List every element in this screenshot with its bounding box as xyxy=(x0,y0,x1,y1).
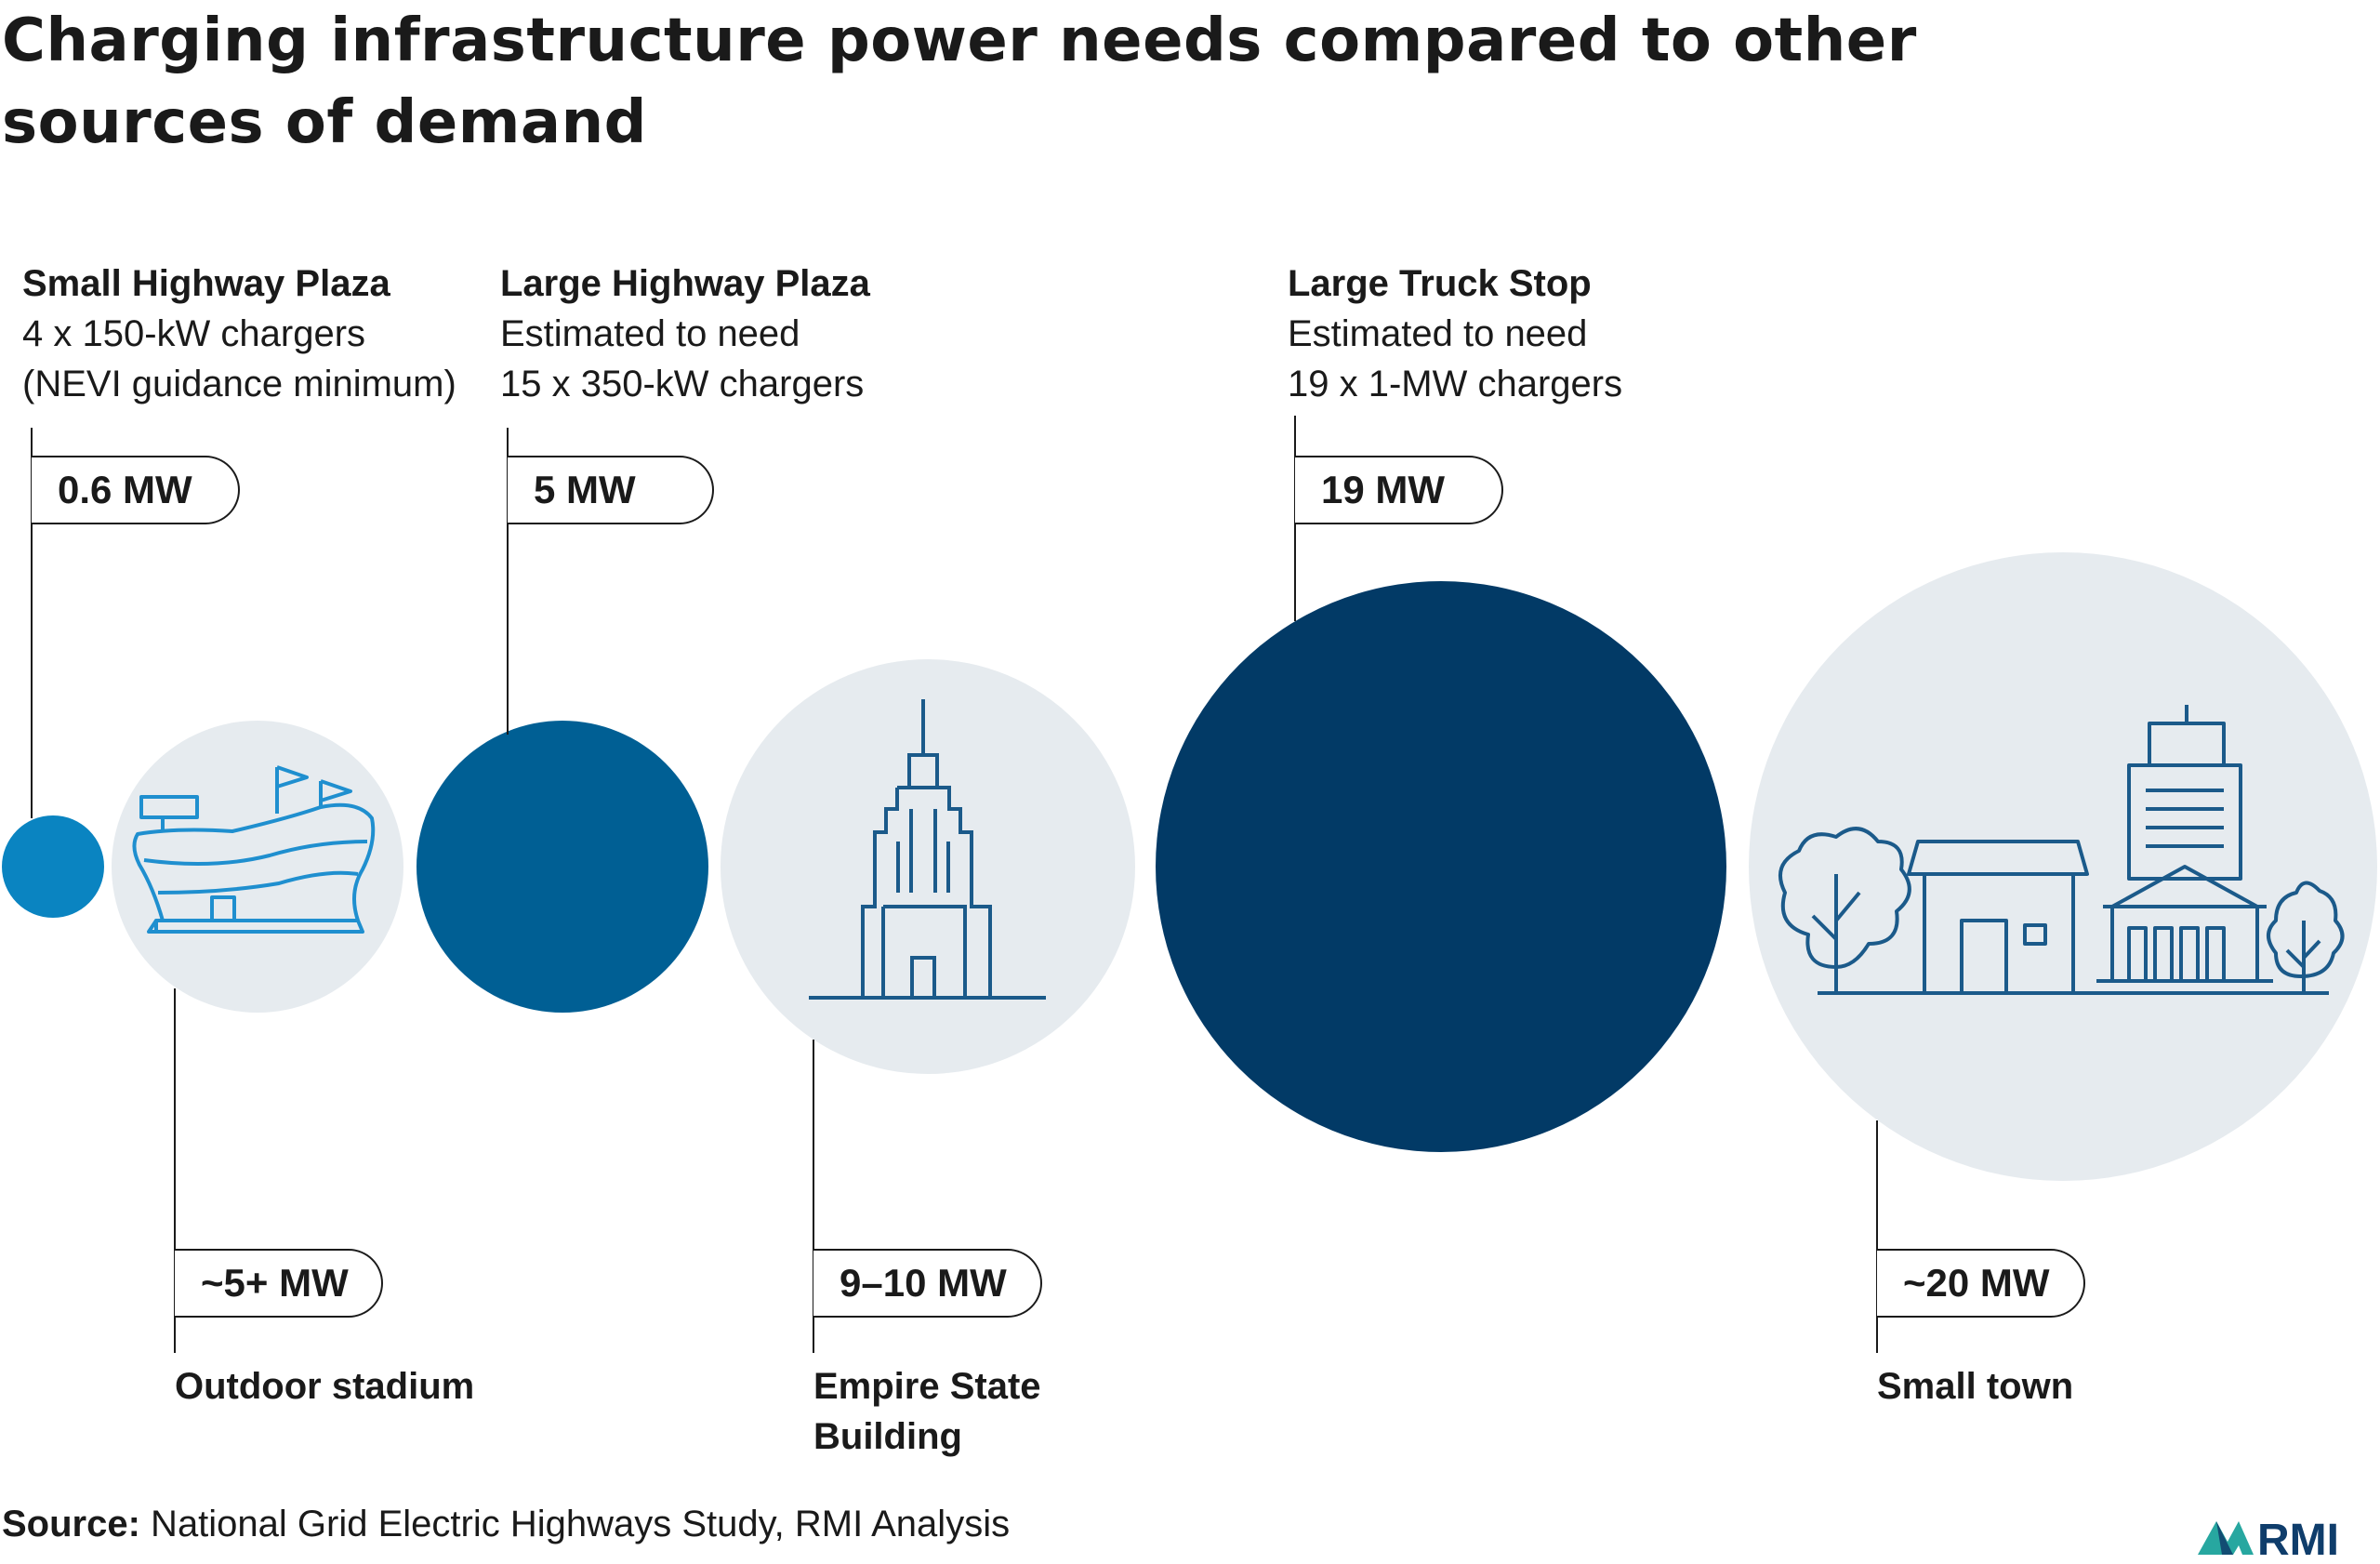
source-note: Source: National Grid Electric Highways … xyxy=(2,1499,1010,1549)
large-truck-stop-circle xyxy=(1156,581,1726,1152)
outdoor-stadium-circle xyxy=(112,721,403,1013)
small-highway-plaza-name: Small Highway Plaza xyxy=(22,263,390,304)
empire-state-building-label: Empire State Building xyxy=(813,1366,1041,1457)
small-town-circle xyxy=(1749,552,2377,1181)
town-icon xyxy=(1778,705,2345,995)
skyscraper-icon xyxy=(809,699,1046,1000)
large-truck-stop-desc: Estimated to need 19 x 1-MW chargers xyxy=(1288,313,1623,404)
large-highway-plaza-desc: Estimated to need 15 x 350-kW chargers xyxy=(500,313,865,404)
outdoor-stadium-power-pill: ~5+ MW xyxy=(175,1249,383,1318)
small-highway-plaza-desc: 4 x 150-kW chargers (NEVI guidance minim… xyxy=(22,313,456,404)
small-highway-plaza-circle xyxy=(2,815,104,918)
rmi-logo-text: RMI xyxy=(2257,1516,2339,1558)
empire-state-building-power-pill: 9–10 MW xyxy=(813,1249,1042,1318)
empire-state-building-circle xyxy=(721,659,1135,1074)
small-town-power-pill: ~20 MW xyxy=(1877,1249,2085,1318)
small-town-label: Small town xyxy=(1877,1366,2074,1407)
large-highway-plaza-annotation: Large Highway Plaza Estimated to need 15… xyxy=(500,258,870,409)
rmi-logo: RMI xyxy=(2198,1516,2339,1558)
large-highway-plaza-name: Large Highway Plaza xyxy=(500,263,870,304)
outdoor-stadium-label: Outdoor stadium xyxy=(175,1366,475,1407)
small-highway-plaza-power-pill: 0.6 MW xyxy=(32,456,240,524)
source-text: National Grid Electric Highways Study, R… xyxy=(139,1504,1011,1544)
large-highway-plaza-circle xyxy=(416,721,708,1013)
large-truck-stop-name: Large Truck Stop xyxy=(1288,263,1592,304)
small-highway-plaza-annotation: Small Highway Plaza 4 x 150-kW chargers … xyxy=(22,258,456,409)
large-truck-stop-annotation: Large Truck Stop Estimated to need 19 x … xyxy=(1288,258,1622,409)
large-highway-plaza-power-pill: 5 MW xyxy=(508,456,714,524)
page-title: Charging infrastructure power needs comp… xyxy=(2,7,1917,157)
stadium-icon xyxy=(132,765,376,934)
source-lead: Source: xyxy=(2,1504,140,1544)
large-truck-stop-power-pill: 19 MW xyxy=(1295,456,1503,524)
rmi-logo-mark xyxy=(2198,1521,2254,1555)
